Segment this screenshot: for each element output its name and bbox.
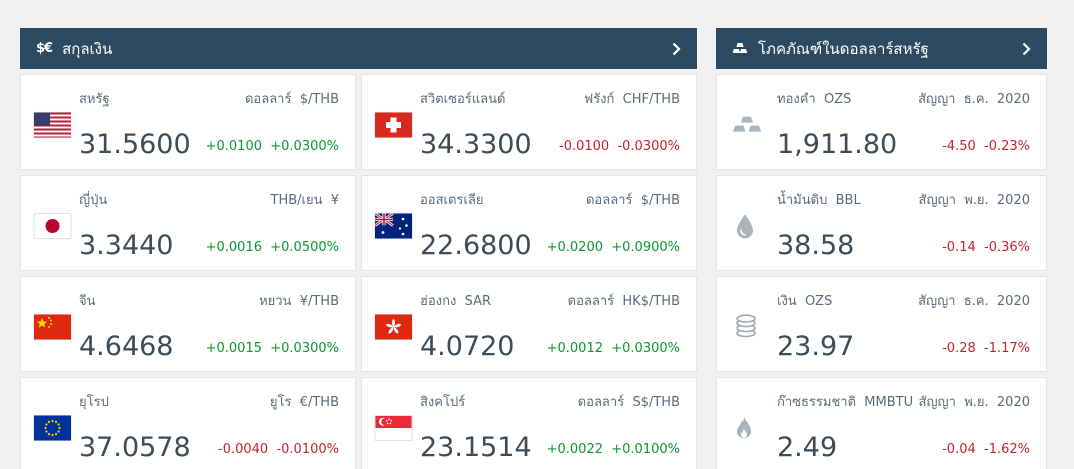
exchange-rate: 4.0720: [420, 330, 515, 362]
pair-label: ยูโร €/THB: [269, 395, 339, 410]
country-label: ยุโรป: [79, 395, 109, 410]
price-change: -4.50 -0.23%: [942, 139, 1030, 154]
pair-label: ดอลลาร์ $/THB: [585, 193, 680, 208]
rate-change: +0.0016 +0.0500%: [205, 240, 339, 255]
hongkong-flag-icon: [375, 314, 412, 340]
currency-card-australia[interactable]: ออสเตรเลีย ดอลลาร์ $/THB 22.6800 +0.0200…: [361, 175, 697, 271]
commodity-card-gold[interactable]: ทองคำ OZS สัญญา ธ.ค. 2020 1,911.80 -4.50…: [716, 74, 1047, 170]
currency-card-us[interactable]: สหรัฐ ดอลลาร์ $/THB 31.5600 +0.0100 +0.0…: [20, 74, 356, 170]
commodity-list: ทองคำ OZS สัญญา ธ.ค. 2020 1,911.80 -4.50…: [716, 74, 1047, 469]
rate-change: +0.0022 +0.0100%: [546, 442, 680, 457]
exchange-rate: 37.0578: [79, 431, 191, 463]
singapore-flag-icon: [374, 415, 413, 441]
gold-bars-header-icon: [732, 42, 748, 55]
country-label: สวิตเซอร์แลนด์: [420, 92, 506, 107]
commodity-price: 2.49: [777, 431, 838, 463]
commodity-card-silver[interactable]: เงิน OZS สัญญา ธ.ค. 2020 23.97 -0.28 -1.…: [716, 276, 1047, 372]
currency-symbols-icon: $€: [36, 41, 53, 56]
country-label: ญี่ปุ่น: [79, 193, 108, 208]
price-change: -0.04 -1.62%: [942, 442, 1030, 457]
country-label: จีน: [79, 294, 96, 309]
currency-card-europe[interactable]: ยุโรป ยูโร €/THB 37.0578 -0.0040 -0.0100…: [20, 377, 356, 469]
commodities-header[interactable]: โภคภัณฑ์ในดอลลาร์สหรัฐ: [716, 28, 1047, 69]
contract-label: สัญญา ธ.ค. 2020: [918, 294, 1030, 309]
rate-change: +0.0200 +0.0900%: [546, 240, 680, 255]
japan-flag-icon: [33, 213, 72, 239]
country-label: สหรัฐ: [79, 92, 110, 107]
price-change: -0.14 -0.36%: [942, 240, 1030, 255]
exchange-rate: 31.5600: [79, 128, 191, 160]
contract-label: สัญญา พ.ย. 2020: [918, 193, 1030, 208]
us-flag-icon: [34, 112, 71, 138]
oil-drop-icon: [732, 212, 758, 240]
currency-card-switzerland[interactable]: สวิตเซอร์แลนด์ ฟรังก์ CHF/THB 34.3300 -0…: [361, 74, 697, 170]
rate-change: +0.0100 +0.0300%: [205, 139, 339, 154]
currencies-header[interactable]: $€ สกุลเงิน: [20, 28, 697, 69]
exchange-rate: 23.1514: [420, 431, 532, 463]
contract-label: สัญญา ธ.ค. 2020: [918, 92, 1030, 107]
rate-change: -0.0040 -0.0100%: [218, 442, 339, 457]
pair-label: หยวน ¥/THB: [259, 294, 339, 309]
contract-label: สัญญา พ.ย. 2020: [918, 395, 1030, 410]
pair-label: ดอลลาร์ HK$/THB: [567, 294, 680, 309]
commodity-price: 38.58: [777, 229, 855, 261]
silver-coins-icon: [732, 314, 760, 340]
chevron-right-icon[interactable]: [1022, 42, 1031, 56]
country-label: ออสเตรเลีย: [420, 193, 484, 208]
country-label: สิงคโปร์: [420, 395, 466, 410]
pair-label: THB/เยน ¥: [270, 193, 340, 208]
commodity-name: เงิน OZS: [777, 294, 833, 309]
commodity-name: ทองคำ OZS: [777, 92, 852, 107]
exchange-rate: 22.6800: [420, 229, 532, 261]
commodity-card-natural-gas[interactable]: ก๊าซธรรมชาติ MMBTU สัญญา พ.ย. 2020 2.49 …: [716, 377, 1047, 469]
currencies-panel: $€ สกุลเงิน สหรัฐ ดอลลาร์ $/THB 31.5600 …: [20, 28, 697, 469]
australia-flag-icon: [374, 212, 412, 239]
currency-card-china[interactable]: จีน หยวน ¥/THB 4.6468 +0.0015 +0.0300%: [20, 276, 356, 372]
gold-bars-icon: [732, 114, 762, 136]
eu-flag-icon: [34, 415, 71, 441]
price-change: -0.28 -1.17%: [942, 341, 1030, 356]
commodity-price: 1,911.80: [777, 128, 898, 160]
chevron-right-icon[interactable]: [672, 42, 681, 56]
rate-change: +0.0012 +0.0300%: [546, 341, 680, 356]
pair-label: ฟรังก์ CHF/THB: [583, 92, 680, 107]
currency-card-japan[interactable]: ญี่ปุ่น THB/เยน ¥ 3.3440 +0.0016 +0.0500…: [20, 175, 356, 271]
rate-change: +0.0015 +0.0300%: [205, 341, 339, 356]
china-flag-icon: [34, 314, 71, 340]
commodities-panel: โภคภัณฑ์ในดอลลาร์สหรัฐ ทองคำ OZS สัญญา ธ…: [716, 28, 1047, 469]
exchange-rate: 4.6468: [79, 330, 174, 362]
country-label: ฮ่องกง SAR: [420, 294, 491, 309]
natural-gas-flame-icon: [732, 414, 756, 442]
commodity-price: 23.97: [777, 330, 855, 362]
currency-grid: สหรัฐ ดอลลาร์ $/THB 31.5600 +0.0100 +0.0…: [20, 74, 697, 469]
currencies-title: สกุลเงิน: [62, 39, 113, 58]
currency-card-hongkong[interactable]: ฮ่องกง SAR ดอลลาร์ HK$/THB 4.0720 +0.001…: [361, 276, 697, 372]
commodity-name: ก๊าซธรรมชาติ MMBTU: [777, 395, 914, 410]
commodities-title: โภคภัณฑ์ในดอลลาร์สหรัฐ: [758, 39, 929, 58]
commodity-name: น้ำมันดิบ BBL: [777, 193, 861, 208]
pair-label: ดอลลาร์ S$/THB: [577, 395, 680, 410]
switzerland-flag-icon: [375, 112, 412, 138]
exchange-rate: 3.3440: [79, 229, 174, 261]
currency-card-singapore[interactable]: สิงคโปร์ ดอลลาร์ S$/THB 23.1514 +0.0022 …: [361, 377, 697, 469]
pair-label: ดอลลาร์ $/THB: [244, 92, 339, 107]
rate-change: -0.0100 -0.0300%: [559, 139, 680, 154]
commodity-card-crude-oil[interactable]: น้ำมันดิบ BBL สัญญา พ.ย. 2020 38.58 -0.1…: [716, 175, 1047, 271]
exchange-rate: 34.3300: [420, 128, 532, 160]
